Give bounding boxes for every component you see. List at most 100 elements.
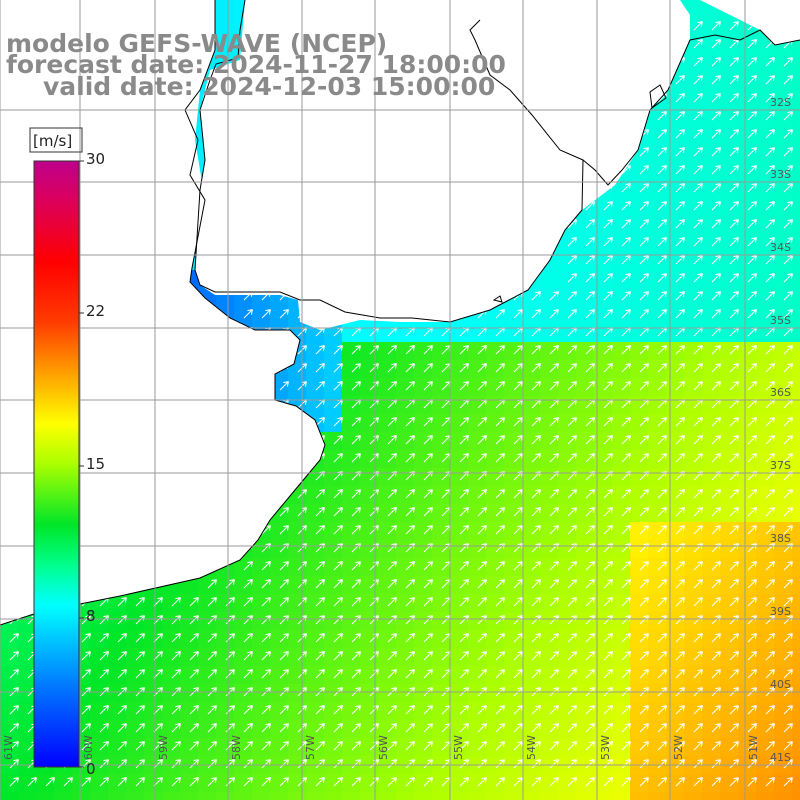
- lat-label: 40S: [770, 678, 791, 691]
- wind-arrow: [729, 453, 739, 463]
- wind-cell: [684, 432, 703, 451]
- wind-cell: [792, 432, 800, 451]
- wind-cell: [306, 630, 325, 649]
- wind-cell: [432, 360, 451, 379]
- wind-cell: [612, 198, 631, 217]
- wind-arrow: [477, 291, 487, 301]
- wind-cell: [144, 594, 163, 613]
- wind-cell: [468, 576, 487, 595]
- wind-arrow: [693, 525, 703, 535]
- wind-cell: [558, 648, 577, 667]
- wind-cell: [306, 648, 325, 667]
- wind-cell: [702, 432, 721, 451]
- wind-cell: [630, 522, 649, 541]
- wind-cell: [198, 630, 217, 649]
- wind-arrow: [315, 381, 325, 391]
- wind-cell: [558, 702, 577, 721]
- wind-arrow: [369, 363, 379, 373]
- wind-arrow: [765, 93, 775, 103]
- wind-arrow: [585, 129, 595, 139]
- wind-cell: [792, 702, 800, 721]
- wind-cell: [738, 576, 757, 595]
- wind-cell: [648, 576, 667, 595]
- wind-cell: [540, 522, 559, 541]
- wind-cell: [738, 522, 757, 541]
- wind-arrow: [765, 273, 775, 283]
- wind-cell: [432, 558, 451, 577]
- wind-cell: [396, 666, 415, 685]
- wind-cell: [666, 450, 685, 469]
- wind-cell: [792, 36, 800, 55]
- wind-cell: [396, 504, 415, 523]
- wind-cell: [540, 414, 559, 433]
- wind-cell: [252, 720, 271, 739]
- colorbar: [29, 127, 84, 768]
- wind-cell: [414, 414, 433, 433]
- wind-arrow: [459, 435, 469, 445]
- wind-cell: [360, 576, 379, 595]
- wind-arrow: [675, 129, 685, 139]
- wind-arrow: [459, 291, 469, 301]
- wind-cell: [378, 702, 397, 721]
- wind-arrow: [585, 183, 595, 193]
- lat-label: 36S: [770, 386, 791, 399]
- lon-label: 52W: [672, 735, 685, 760]
- wind-arrow: [495, 525, 505, 535]
- wind-cell: [432, 594, 451, 613]
- wind-cell: [558, 684, 577, 703]
- wind-arrow: [531, 453, 541, 463]
- wind-arrow: [747, 21, 757, 31]
- wind-arrow: [657, 183, 667, 193]
- wind-cell: [648, 594, 667, 613]
- wind-arrow: [639, 435, 649, 445]
- wind-cell: [720, 180, 739, 199]
- wind-cell: [468, 432, 487, 451]
- wind-cell: [504, 738, 523, 757]
- wind-cell: [630, 270, 649, 289]
- wind-cell: [756, 504, 775, 523]
- wind-arrow: [621, 255, 631, 265]
- wind-arrow: [711, 183, 721, 193]
- wind-arrow: [693, 183, 703, 193]
- wind-cell: [486, 612, 505, 631]
- wind-arrow: [711, 507, 721, 517]
- wind-arrow: [513, 453, 523, 463]
- wind-cell: [684, 738, 703, 757]
- lat-label: 38S: [770, 532, 791, 545]
- wind-cell: [288, 648, 307, 667]
- wind-arrow: [729, 57, 739, 67]
- wind-cell: [414, 432, 433, 451]
- wind-arrow: [423, 561, 433, 571]
- wind-cell: [234, 630, 253, 649]
- wind-cell: [648, 738, 667, 757]
- wind-cell: [468, 540, 487, 559]
- wind-cell: [612, 288, 631, 307]
- wind-arrow: [315, 309, 325, 319]
- wind-cell: [468, 792, 487, 800]
- wind-arrow: [675, 363, 685, 373]
- wind-cell: [342, 702, 361, 721]
- wind-cell: [576, 270, 595, 289]
- wind-arrow: [783, 345, 793, 355]
- wind-cell: [504, 378, 523, 397]
- wind-cell: [774, 54, 793, 73]
- wind-arrow: [513, 525, 523, 535]
- wind-cell: [504, 306, 523, 325]
- wind-cell: [720, 486, 739, 505]
- wind-cell: [792, 324, 800, 343]
- wind-arrow: [693, 147, 703, 157]
- wind-cell: [450, 774, 469, 793]
- wind-cell: [720, 234, 739, 253]
- wind-cell: [414, 630, 433, 649]
- wind-cell: [270, 576, 289, 595]
- wind-cell: [468, 522, 487, 541]
- wind-cell: [666, 594, 685, 613]
- wind-cell: [468, 450, 487, 469]
- wind-arrow: [243, 489, 253, 499]
- wind-cell: [756, 342, 775, 361]
- wind-cell: [576, 540, 595, 559]
- wind-cell: [756, 648, 775, 667]
- wind-cell: [522, 486, 541, 505]
- wind-cell: [486, 684, 505, 703]
- wind-arrow: [675, 111, 685, 121]
